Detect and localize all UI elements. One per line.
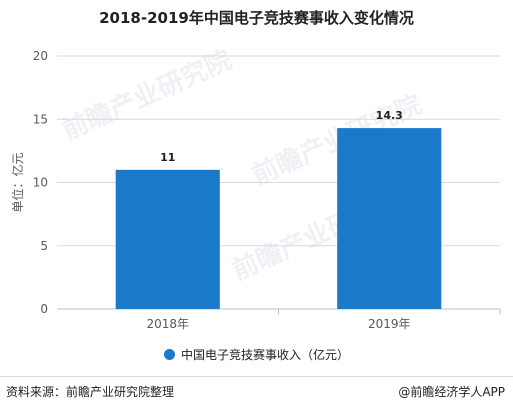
- y-tick-label: 15: [33, 112, 48, 126]
- y-axis-title: 单位：亿元: [10, 152, 25, 212]
- legend-label: 中国电子竞技赛事收入（亿元）: [180, 347, 349, 362]
- bar-chart: 0 5 10 15 20 单位：亿元 11 2018年 14.3 2019年: [10, 49, 501, 331]
- bar: [115, 169, 220, 309]
- footer-divider: [0, 376, 513, 377]
- y-tick-label: 0: [40, 302, 48, 316]
- x-tick-label: 2018年: [146, 317, 189, 331]
- bar: [337, 128, 442, 309]
- legend: 中国电子竞技赛事收入（亿元）: [0, 344, 513, 364]
- brand-credit: @前瞻经济学人APP: [398, 385, 505, 399]
- y-tick-label: 20: [33, 49, 48, 63]
- y-tick-label: 5: [40, 239, 48, 253]
- data-label: 11: [160, 151, 175, 164]
- chart-title: 2018-2019年中国电子竞技赛事收入变化情况: [99, 9, 414, 27]
- y-tick-label: 10: [33, 176, 48, 190]
- data-label: 14.3: [376, 109, 403, 122]
- x-tick-label: 2019年: [368, 317, 411, 331]
- source-note: 资料来源：前瞻产业研究院整理: [6, 385, 175, 399]
- legend-marker: [163, 348, 175, 360]
